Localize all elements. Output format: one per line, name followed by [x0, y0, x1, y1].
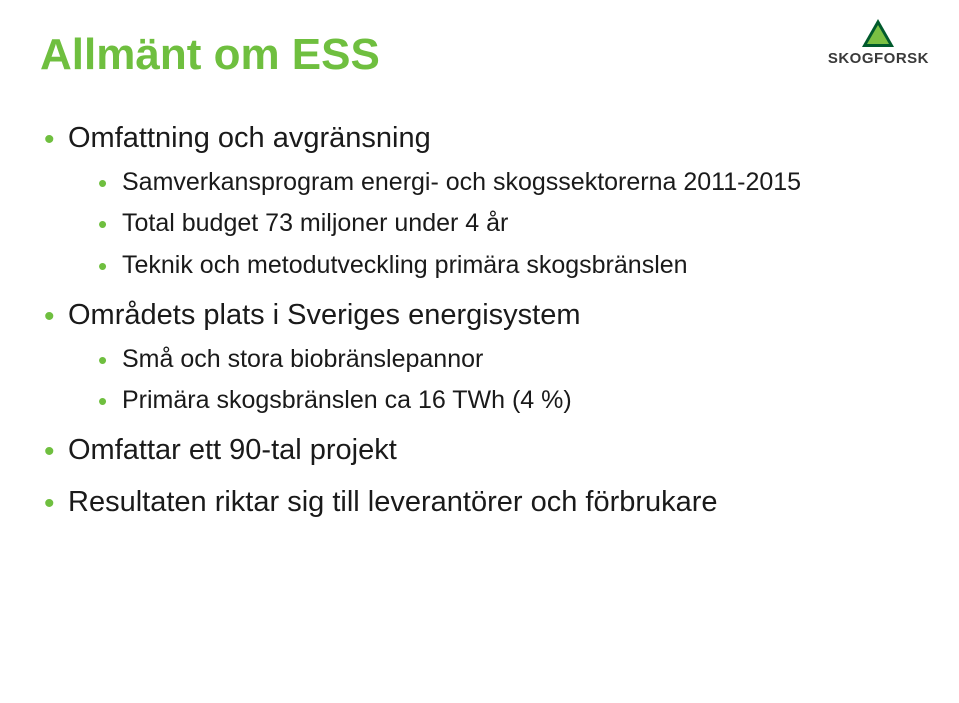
bullet-text: Områdets plats i Sveriges energisystem	[68, 299, 581, 331]
list-item: Omfattar ett 90-tal projekt	[40, 432, 919, 470]
page-title: Allmänt om ESS	[40, 30, 919, 80]
list-item: Små och stora biobränslepannor	[96, 343, 919, 377]
list-item: Områdets plats i Sveriges energisystem S…	[40, 297, 919, 418]
sub-list: Små och stora biobränslepannor Primära s…	[96, 343, 919, 419]
bullet-text: Resultaten riktar sig till leverantörer …	[68, 486, 718, 518]
slide: SKOGFORSK Allmänt om ESS Omfattning och …	[0, 0, 959, 703]
list-item: Samverkansprogram energi- och skogssekto…	[96, 166, 919, 200]
list-item: Resultaten riktar sig till leverantörer …	[40, 484, 919, 522]
logo-text: SKOGFORSK	[828, 50, 929, 67]
bullet-list: Omfattning och avgränsning Samverkanspro…	[40, 120, 919, 522]
tree-icon	[861, 18, 895, 48]
bullet-text: Små och stora biobränslepannor	[122, 345, 483, 373]
bullet-text: Samverkansprogram energi- och skogssekto…	[122, 168, 801, 196]
bullet-text: Omfattar ett 90-tal projekt	[68, 434, 397, 466]
list-item: Primära skogsbränslen ca 16 TWh (4 %)	[96, 384, 919, 418]
list-item: Teknik och metodutveckling primära skogs…	[96, 249, 919, 283]
sub-list: Samverkansprogram energi- och skogssekto…	[96, 166, 919, 283]
bullet-text: Teknik och metodutveckling primära skogs…	[122, 251, 688, 279]
bullet-text: Omfattning och avgränsning	[68, 122, 431, 154]
bullet-text: Total budget 73 miljoner under 4 år	[122, 209, 508, 237]
list-item: Omfattning och avgränsning Samverkanspro…	[40, 120, 919, 283]
list-item: Total budget 73 miljoner under 4 år	[96, 207, 919, 241]
bullet-text: Primära skogsbränslen ca 16 TWh (4 %)	[122, 386, 572, 414]
logo: SKOGFORSK	[828, 18, 929, 67]
